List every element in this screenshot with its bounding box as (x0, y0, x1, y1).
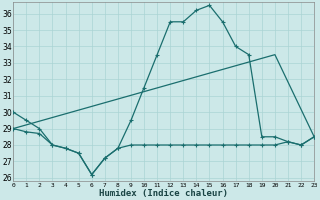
X-axis label: Humidex (Indice chaleur): Humidex (Indice chaleur) (99, 189, 228, 198)
